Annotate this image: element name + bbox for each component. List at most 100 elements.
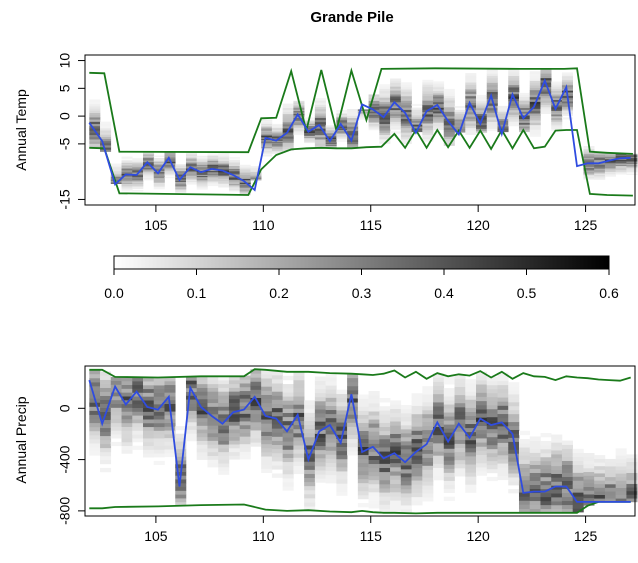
precip-y-tick-label: -400 [57,445,73,473]
heat-cell [196,173,208,175]
heat-cell [228,173,240,176]
heat-cell [207,425,219,430]
heat-cell [368,105,380,108]
heat-cell [390,96,402,99]
heat-cell [561,488,573,494]
heat-cell [529,504,541,510]
heat-cell [336,119,348,121]
heat-cell [185,154,198,156]
heat-cell [529,106,541,109]
heat-cell [261,131,273,134]
heat-cell [110,173,122,176]
heat-cell [218,406,230,411]
heat-cell [207,178,219,180]
heat-cell [379,406,391,411]
heat-cell [347,126,359,129]
heat-cell [476,400,488,406]
heat-cell [250,426,262,431]
heat-cell [261,411,273,416]
heat-cell [390,78,402,81]
heat-cell [196,160,208,163]
heat-cell [497,475,509,481]
heat-cell [261,427,273,432]
heat-cell [497,120,509,123]
heat-cell [336,418,348,423]
heat-cell [390,90,402,93]
heat-cell [250,369,262,374]
heat-cell [185,173,198,175]
heat-cell [143,169,155,171]
heat-cell [497,397,509,402]
heat-cell [143,381,155,386]
heat-cell [153,438,165,443]
heat-cell [368,435,380,440]
heat-cell [529,92,541,95]
heat-cell [185,425,198,430]
heat-cell [583,175,595,178]
heat-cell [508,390,520,395]
heat-cell [422,91,434,94]
heat-cell [271,395,283,400]
heat-cell [465,107,477,110]
heat-cell [400,109,412,113]
heat-cell [411,455,423,460]
heat-cell [400,139,412,142]
heat-cell [153,422,165,428]
heat-cell [368,120,380,123]
heat-cell [261,128,273,131]
heat-cell [132,168,144,171]
heat-cell [583,156,595,158]
heat-cell [314,380,326,385]
heat-cell [282,449,294,454]
heat-cell [561,500,573,506]
heat-cell [594,158,606,161]
heat-cell [153,377,165,382]
heat-cell [400,413,412,418]
heat-cell [261,133,273,135]
heat-cell [314,470,326,475]
heat-cell [551,90,563,93]
heat-cell [443,102,455,106]
heat-cell [400,107,412,110]
heat-cell [293,449,305,454]
heat-cell [325,397,337,402]
heat-cell [508,477,520,482]
heat-cell [196,455,208,460]
heat-cell [143,157,155,160]
heat-cell [443,428,455,433]
heat-cell [325,389,337,394]
heat-cell [422,477,434,482]
heat-cell [594,480,606,485]
heat-cell [314,421,326,426]
heat-cell [518,92,531,96]
heat-cell [454,124,466,127]
heat-cell [239,424,251,430]
heat-cell [132,186,144,188]
heat-cell [390,109,402,113]
heat-cell [153,449,165,454]
heat-cell [100,383,112,388]
heat-cell [454,386,466,392]
heat-cell [626,487,638,492]
heat-cell [175,168,187,170]
heat-cell [175,460,187,465]
heat-cell [497,471,509,476]
heat-cell [594,160,606,163]
heat-cell [508,105,520,108]
heat-cell [132,157,144,160]
heat-cell [433,120,445,123]
heat-cell [379,134,391,138]
heat-cell [293,110,305,113]
heat-cell [143,422,155,428]
heat-cell [132,430,144,435]
heat-cell [250,413,262,419]
heat-cell [615,162,627,164]
heat-cell [239,379,251,384]
heat-cell [314,396,326,402]
heat-cell [379,106,391,109]
heat-cell [476,442,488,447]
heat-cell [433,475,445,481]
heat-cell [304,481,316,487]
heat-cell [529,440,541,445]
heat-cell [271,432,283,437]
